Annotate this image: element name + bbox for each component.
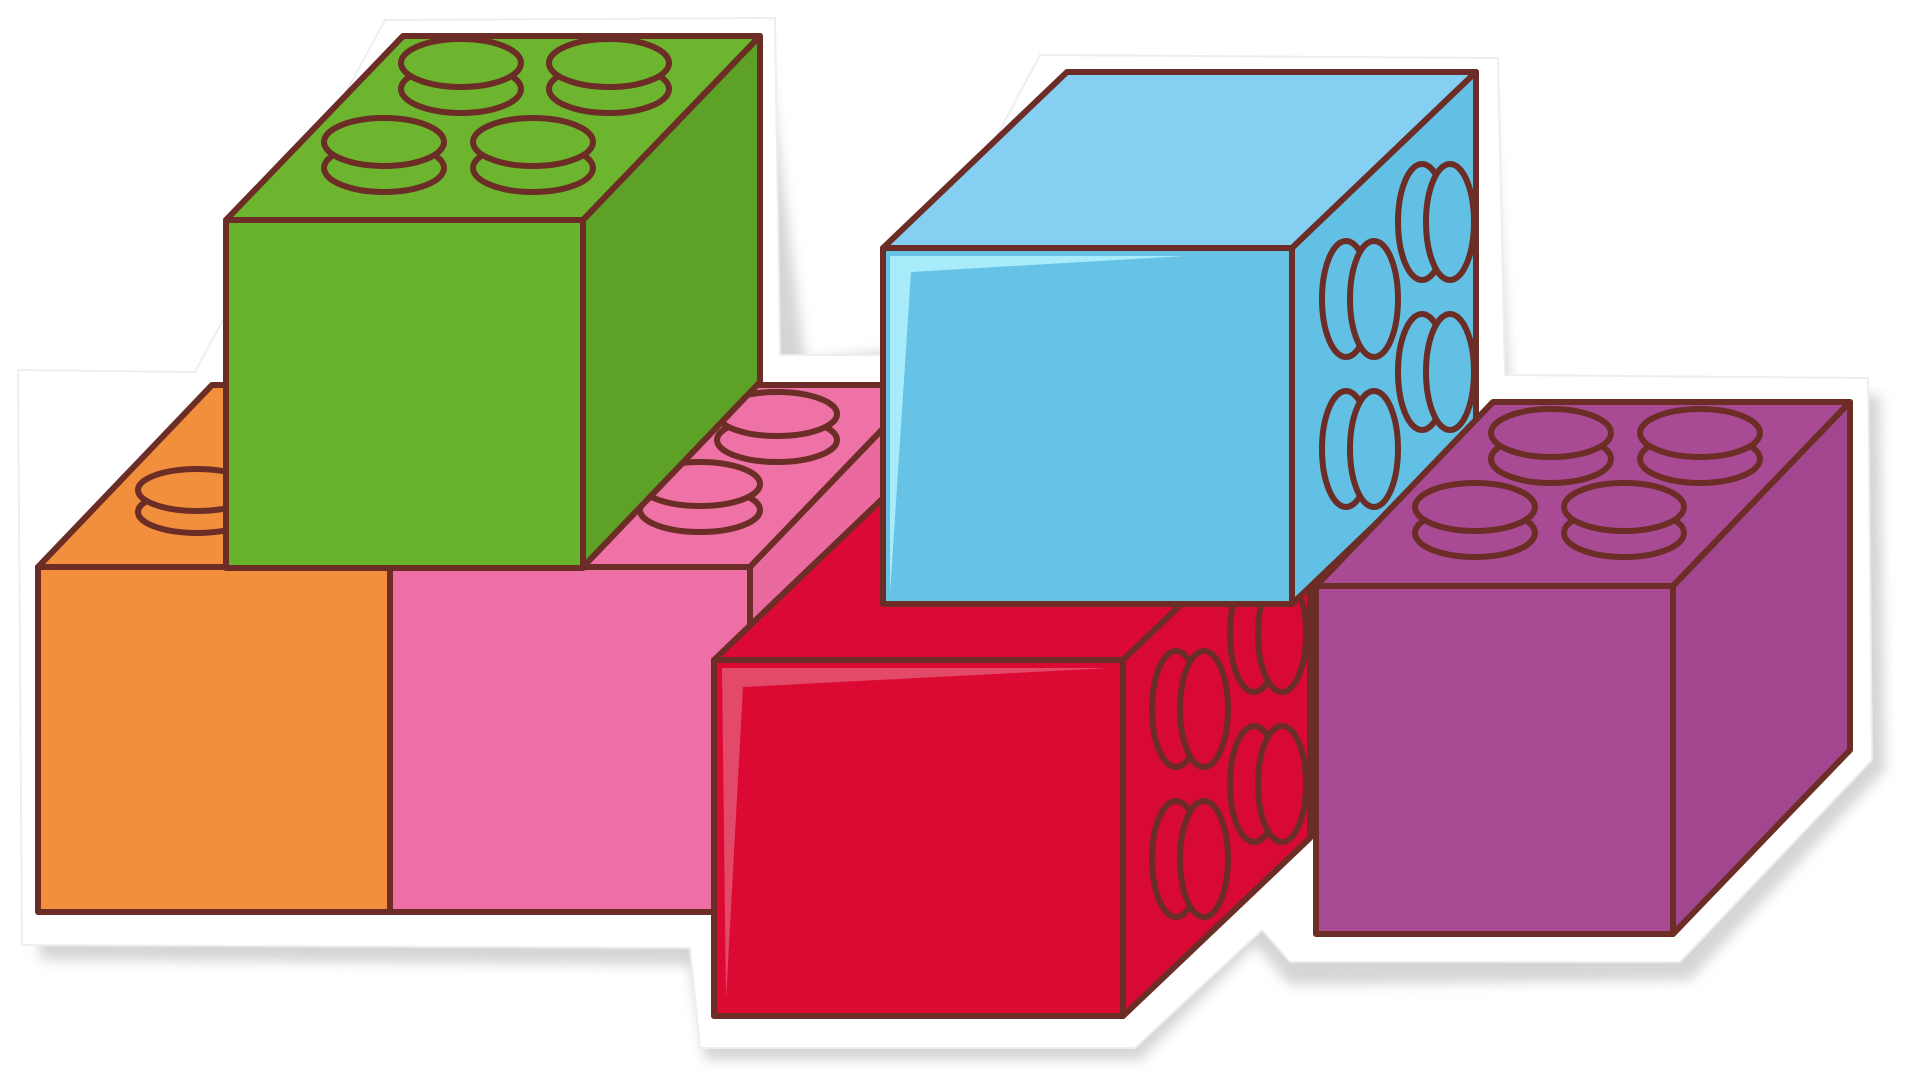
- purple-block: [1313, 399, 1853, 937]
- stud-icon: [1488, 406, 1614, 486]
- stud-icon: [714, 389, 840, 465]
- stud-icon: [1395, 311, 1477, 433]
- stud-icon: [1561, 480, 1687, 560]
- stud-icon: [1395, 161, 1477, 283]
- stud-icon: [470, 115, 596, 195]
- stud-icon: [1319, 388, 1401, 510]
- stud-icon: [1637, 406, 1763, 486]
- stud-icon: [1149, 648, 1231, 770]
- green-block: [223, 33, 763, 571]
- blue-block: [880, 69, 1479, 607]
- stud-icon: [546, 36, 672, 116]
- stud-icon: [398, 36, 524, 116]
- stud-icon: [1227, 723, 1309, 845]
- stud-icon: [321, 115, 447, 195]
- stud-icon: [1412, 480, 1538, 560]
- stud-icon: [1319, 238, 1401, 360]
- stud-icon: [1149, 798, 1231, 920]
